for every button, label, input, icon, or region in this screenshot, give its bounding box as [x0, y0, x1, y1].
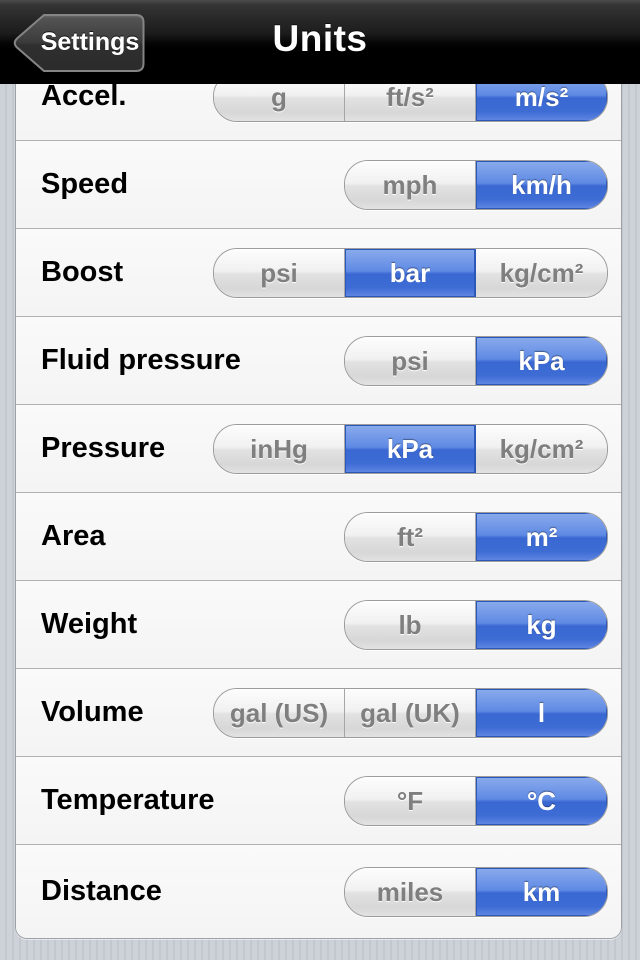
segment-option[interactable]: ft/s² — [345, 84, 476, 121]
unit-row-label: Boost — [41, 256, 124, 288]
segment-option-selected[interactable]: km — [476, 867, 607, 916]
segment-option[interactable]: lb — [345, 600, 476, 649]
unit-row-accel: Accel. g ft/s² m/s² — [16, 84, 621, 141]
segment-option[interactable]: °F — [345, 776, 476, 825]
units-group: Accel. g ft/s² m/s² Speed mph km/h Boost ps… — [15, 84, 622, 939]
unit-row-fluid-pressure: Fluid pressure psi kPa — [16, 317, 621, 405]
unit-row-label: Speed — [41, 168, 129, 200]
unit-row-speed: Speed mph km/h — [16, 141, 621, 229]
segment-option-selected[interactable]: m² — [476, 512, 607, 561]
unit-row-boost: Boost psi bar kg/cm² — [16, 229, 621, 317]
unit-row-weight: Weight lb kg — [16, 581, 621, 669]
segment-option[interactable]: gal (US) — [214, 688, 345, 737]
segment-option-selected[interactable]: kg — [476, 600, 607, 649]
unit-row-label: Fluid pressure — [41, 344, 241, 376]
segment-option-selected[interactable]: l — [476, 688, 607, 737]
segment-option[interactable]: psi — [214, 248, 345, 297]
unit-row-label: Volume — [41, 696, 144, 728]
unit-row-label: Area — [41, 520, 106, 552]
segment-option-selected[interactable]: m/s² — [476, 84, 607, 121]
navigation-bar: Settings Units — [0, 0, 640, 84]
unit-segmented-control: mph km/h — [344, 159, 608, 210]
unit-row-distance: Distance miles km — [16, 845, 621, 938]
unit-segmented-control: gal (US) gal (UK) l — [213, 687, 608, 738]
unit-row-volume: Volume gal (US) gal (UK) l — [16, 669, 621, 757]
unit-row-label: Weight — [41, 608, 138, 640]
unit-segmented-control: g ft/s² m/s² — [213, 84, 608, 122]
segment-option-selected[interactable]: km/h — [476, 160, 607, 209]
segment-option[interactable]: psi — [345, 336, 476, 385]
unit-segmented-control: psi kPa — [344, 335, 608, 386]
page-title: Units — [272, 18, 368, 59]
unit-segmented-control: ft² m² — [344, 511, 608, 562]
segment-option-selected[interactable]: °C — [476, 776, 607, 825]
segment-option[interactable]: miles — [345, 867, 476, 916]
unit-row-label: Pressure — [41, 432, 166, 464]
segment-option[interactable]: ft² — [345, 512, 476, 561]
segment-option-selected[interactable]: bar — [345, 248, 476, 297]
segment-option[interactable]: inHg — [214, 424, 345, 473]
unit-segmented-control: inHg kPa kg/cm² — [213, 423, 608, 474]
back-button-settings[interactable]: Settings — [10, 13, 146, 73]
segment-option[interactable]: gal (UK) — [345, 688, 476, 737]
unit-segmented-control: miles km — [344, 866, 608, 917]
back-button-label: Settings — [40, 28, 140, 56]
segment-option[interactable]: kg/cm² — [476, 424, 607, 473]
unit-row-label: Temperature — [41, 784, 215, 816]
unit-row-label: Distance — [41, 875, 162, 907]
segment-option-selected[interactable]: kPa — [476, 336, 607, 385]
unit-segmented-control: °F °C — [344, 775, 608, 826]
back-button-arrow-shape — [13, 14, 145, 72]
segment-option[interactable]: mph — [345, 160, 476, 209]
unit-row-temperature: Temperature °F °C — [16, 757, 621, 845]
segment-option-selected[interactable]: kPa — [345, 424, 476, 473]
segment-option[interactable]: kg/cm² — [476, 248, 607, 297]
unit-segmented-control: psi bar kg/cm² — [213, 247, 608, 298]
unit-row-pressure: Pressure inHg kPa kg/cm² — [16, 405, 621, 493]
unit-row-label: Accel. — [41, 84, 127, 112]
unit-row-area: Area ft² m² — [16, 493, 621, 581]
segment-option[interactable]: g — [214, 84, 345, 121]
unit-segmented-control: lb kg — [344, 599, 608, 650]
settings-list-viewport[interactable]: Accel. g ft/s² m/s² Speed mph km/h Boost ps… — [0, 84, 640, 960]
